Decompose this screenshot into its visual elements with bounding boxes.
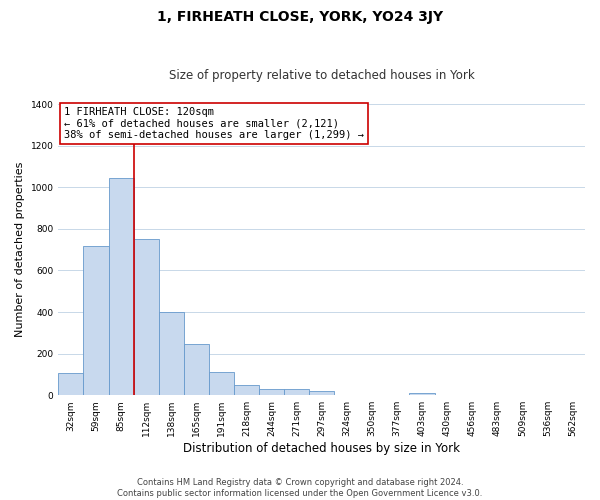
X-axis label: Distribution of detached houses by size in York: Distribution of detached houses by size …: [183, 442, 460, 455]
Bar: [58, 374, 83, 395]
Bar: [409, 392, 434, 395]
Title: Size of property relative to detached houses in York: Size of property relative to detached ho…: [169, 69, 475, 82]
Y-axis label: Number of detached properties: Number of detached properties: [15, 162, 25, 338]
Text: Contains HM Land Registry data © Crown copyright and database right 2024.
Contai: Contains HM Land Registry data © Crown c…: [118, 478, 482, 498]
Bar: [259, 390, 284, 395]
Text: 1, FIRHEATH CLOSE, YORK, YO24 3JY: 1, FIRHEATH CLOSE, YORK, YO24 3JY: [157, 10, 443, 24]
Text: 1 FIRHEATH CLOSE: 120sqm
← 61% of detached houses are smaller (2,121)
38% of sem: 1 FIRHEATH CLOSE: 120sqm ← 61% of detach…: [64, 107, 364, 140]
Bar: [184, 344, 209, 395]
Bar: [309, 391, 334, 395]
Bar: [209, 372, 234, 395]
Bar: [109, 178, 134, 395]
Bar: [284, 390, 309, 395]
Bar: [234, 385, 259, 395]
Bar: [159, 312, 184, 395]
Bar: [134, 239, 159, 395]
Bar: [83, 246, 109, 395]
